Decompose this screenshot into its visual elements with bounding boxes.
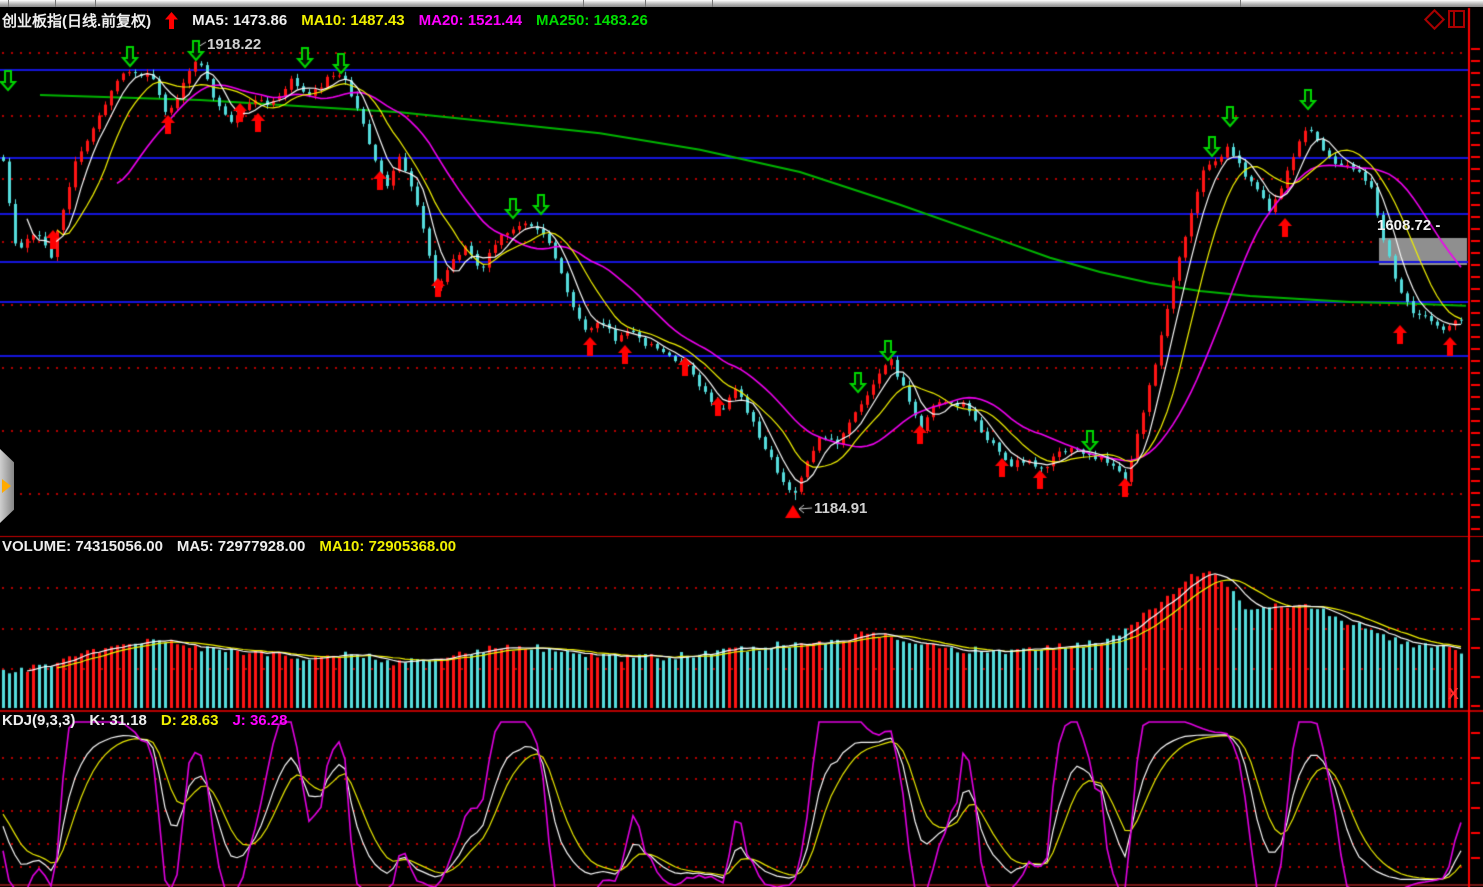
expand-arrow-icon: [2, 479, 11, 493]
low-price-label: 1184.91: [814, 500, 868, 517]
main-chart-header: 创业板指(日线.前复权) MA5: 1473.86 MA10: 1487.43 …: [2, 10, 648, 31]
kdj-header: KDJ(9,3,3) K: 31.18 D: 28.63 J: 36.28: [2, 712, 288, 729]
indicator-close-button[interactable]: X: [1448, 686, 1459, 703]
volume-ma10-readout: MA10: 72905368.00: [319, 538, 457, 555]
ma20-readout: MA20: 1521.44: [418, 12, 523, 29]
sidebar-expand-handle[interactable]: [0, 449, 14, 523]
up-arrow-icon: [165, 12, 179, 29]
split-window-icon[interactable]: [1448, 10, 1465, 28]
kdj-name: KDJ(9,3,3): [2, 712, 76, 729]
volume-readout: VOLUME: 74315056.00: [2, 538, 163, 555]
top-toolbar-strip[interactable]: [0, 0, 1483, 7]
split-window-bar: [1453, 12, 1455, 26]
chart-title: 创业板指(日线.前复权): [2, 13, 152, 30]
high-price-label: 1918.22: [207, 36, 262, 53]
volume-ma5-readout: MA5: 72977928.00: [176, 538, 306, 555]
kdj-k-readout: K: 31.18: [89, 712, 147, 729]
ma250-readout: MA250: 1483.26: [536, 12, 648, 29]
ma10-readout: MA10: 1487.43: [301, 12, 405, 29]
crosshair-price-label: 1608.72 -: [1377, 217, 1441, 234]
volume-header: VOLUME: 74315056.00 MA5: 72977928.00 MA1…: [2, 538, 456, 555]
kdj-j-readout: J: 36.28: [232, 712, 288, 729]
kdj-d-readout: D: 28.63: [160, 712, 219, 729]
ma5-readout: MA5: 1473.86: [192, 12, 288, 29]
